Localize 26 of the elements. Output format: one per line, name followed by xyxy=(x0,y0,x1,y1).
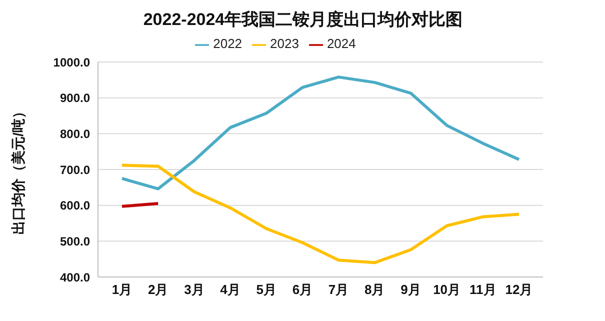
y-tick-label: 1000.0 xyxy=(53,55,90,70)
x-tick-label: 2月 xyxy=(148,282,168,298)
x-tick-label: 3月 xyxy=(184,282,204,298)
x-tick-label: 10月 xyxy=(433,282,461,298)
x-tick-label: 1月 xyxy=(112,282,132,298)
x-tick-label: 6月 xyxy=(292,282,313,298)
chart-title: 2022-2024年我国二铵月度出口均价对比图 xyxy=(142,9,464,31)
y-tick-label: 600.0 xyxy=(60,198,90,213)
x-tick-label: 9月 xyxy=(400,282,421,298)
x-tick-label: 5月 xyxy=(256,282,276,298)
line-series xyxy=(120,164,520,264)
x-tick-label: 11月 xyxy=(470,282,496,298)
y-tick-label: 900.0 xyxy=(60,91,90,106)
line-series xyxy=(120,76,520,190)
x-tick-label: 4月 xyxy=(220,282,240,298)
y-axis-title: 出口均价（美元/吨） xyxy=(10,104,26,234)
y-tick-label: 400.0 xyxy=(60,270,90,284)
legend-label: 2024 xyxy=(326,36,356,51)
legend-label: 2022 xyxy=(213,36,242,51)
y-tick-label: 800.0 xyxy=(60,126,90,141)
x-tick-label: 12月 xyxy=(505,282,533,298)
x-tick-label: 8月 xyxy=(364,282,385,298)
x-tick-label: 7月 xyxy=(328,282,349,298)
y-tick-label: 700.0 xyxy=(60,162,90,177)
legend-label: 2023 xyxy=(270,36,299,51)
y-tick-label: 500.0 xyxy=(60,234,90,248)
